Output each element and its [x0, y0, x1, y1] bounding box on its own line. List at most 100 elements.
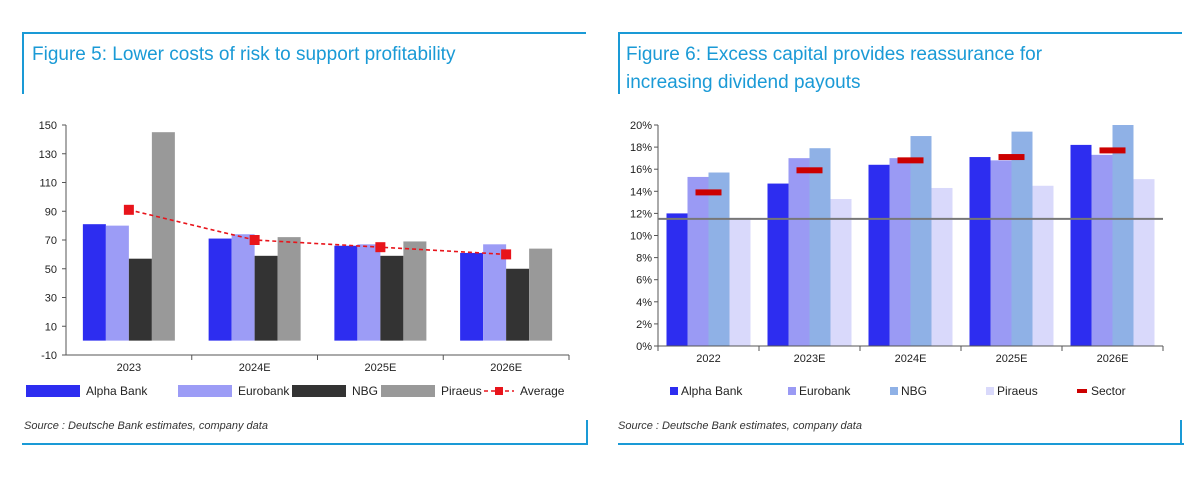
marker-average — [375, 242, 386, 253]
legend-swatch-piraeus — [381, 385, 435, 397]
figure-6-title-line-2: increasing dividend payouts — [626, 72, 861, 93]
figure-6-chart: 20% 18% 16% 14% 12% 10% 8% 6% 4% 2% 0% 2022 2023E 202… — [630, 120, 1164, 398]
figure-5-left-rule — [22, 32, 24, 94]
marker-average — [123, 204, 134, 215]
bar-nbg — [254, 255, 278, 341]
legend-marker-average — [495, 387, 503, 395]
bar-eurobank — [357, 244, 381, 341]
y-tick-label: 6% — [636, 275, 652, 287]
y-tick-label: 8% — [636, 253, 652, 265]
line-average — [128, 209, 507, 256]
y-tick-label: 50 — [45, 264, 57, 276]
figure-5-title: Figure 5: Lower costs of risk to support… — [32, 44, 456, 65]
legend-swatch-eurobank — [788, 387, 796, 395]
figure-6-top-rule — [618, 32, 1182, 34]
x-tick-label: 2025E — [364, 362, 396, 374]
bar-nbg — [910, 136, 932, 346]
figure-6-panel: Figure 6: Excess capital provides reassu… — [600, 0, 1200, 485]
legend-swatch-piraeus — [986, 387, 994, 395]
legend-label-sector: Sector — [1091, 384, 1126, 398]
bar-piraeus — [931, 187, 953, 346]
legend-swatch-alpha-bank — [670, 387, 678, 395]
y-tick-label: 20% — [630, 120, 652, 132]
bar-nbg — [128, 258, 152, 341]
y-tick-label: 4% — [636, 297, 652, 309]
y-tick-label: 10 — [45, 321, 57, 333]
x-tick-label: 2026E — [490, 362, 522, 374]
legend-swatch-alpha-bank — [26, 385, 80, 397]
figure-6-source: Source : Deutsche Bank estimates, compan… — [618, 420, 862, 432]
y-tick-label: 2% — [636, 319, 652, 331]
legend-label-piraeus: Piraeus — [441, 384, 482, 398]
figure-5-chart: 150 130 110 90 70 50 30 10 -10 2023 2024E 2025E 2026… — [26, 120, 570, 398]
y-tick-label: 90 — [45, 206, 57, 218]
bar-nbg — [1112, 125, 1134, 346]
bar-eurobank — [231, 234, 255, 341]
legend-swatch-nbg — [890, 387, 898, 395]
bar-alpha-bank — [82, 224, 106, 341]
legend-label-piraeus: Piraeus — [997, 384, 1038, 398]
marker-sector — [796, 167, 823, 174]
bar-alpha-bank — [767, 183, 789, 346]
bar-piraeus — [1032, 185, 1054, 346]
bar-eurobank — [687, 176, 709, 346]
x-tick-label: 2026E — [1097, 353, 1129, 365]
y-tick-label: 14% — [630, 186, 652, 198]
bar-eurobank — [990, 160, 1012, 346]
bar-eurobank — [889, 158, 911, 346]
legend-label-nbg: NBG — [352, 384, 378, 398]
bar-eurobank — [1091, 154, 1113, 346]
legend-label-eurobank: Eurobank — [799, 384, 851, 398]
legend-label-eurobank: Eurobank — [238, 384, 290, 398]
bar-alpha-bank — [868, 164, 890, 346]
y-tick-label: 0% — [636, 341, 652, 353]
y-tick-label: 30 — [45, 293, 57, 305]
bar-nbg — [809, 148, 831, 346]
legend-swatch-sector — [1077, 389, 1087, 393]
legend-swatch-nbg — [292, 385, 346, 397]
bar-nbg — [708, 172, 730, 346]
bar-nbg — [1011, 131, 1033, 346]
x-tick-label: 2023 — [117, 362, 141, 374]
bar-alpha-bank — [1070, 144, 1092, 346]
bar-alpha-bank — [666, 213, 688, 346]
marker-sector — [897, 157, 924, 164]
bar-alpha-bank — [460, 252, 484, 341]
figure-6-title-line-1: Figure 6: Excess capital provides reassu… — [626, 44, 1043, 65]
bar-piraeus — [1133, 179, 1155, 346]
y-tick-label: 16% — [630, 164, 652, 176]
bar-nbg — [506, 268, 530, 341]
bar-alpha-bank — [334, 245, 358, 341]
figure-5-right-rule — [586, 420, 588, 445]
y-tick-label: 130 — [39, 149, 57, 161]
figure-5-panel: Figure 5: Lower costs of risk to support… — [22, 32, 588, 445]
marker-sector — [998, 154, 1025, 161]
marker-average — [249, 235, 260, 245]
bar-eurobank — [788, 158, 810, 346]
x-tick-label: 2024E — [239, 362, 271, 374]
bar-alpha-bank — [208, 238, 232, 341]
bar-piraeus — [151, 132, 175, 341]
x-tick-label: 2023E — [794, 353, 826, 365]
x-tick-label: 2024E — [895, 353, 927, 365]
figure-5-bottom-rule — [22, 443, 588, 445]
bar-piraeus — [277, 237, 301, 341]
bar-alpha-bank — [969, 157, 991, 346]
y-tick-label: 10% — [630, 231, 652, 243]
y-tick-label: 70 — [45, 235, 57, 247]
legend-label-alpha-bank: Alpha Bank — [681, 384, 743, 398]
y-tick-label: 150 — [39, 120, 57, 132]
bar-piraeus — [729, 217, 751, 346]
y-tick-label: 18% — [630, 142, 652, 154]
bar-nbg — [380, 255, 404, 341]
y-tick-label: -10 — [41, 350, 57, 362]
figure-5-top-rule — [22, 32, 586, 34]
y-tick-label: 110 — [39, 178, 57, 190]
bar-piraeus — [529, 248, 553, 341]
marker-average — [501, 249, 512, 260]
legend-label-average: Average — [520, 384, 565, 398]
x-tick-label: 2022 — [696, 353, 720, 365]
bar-piraeus — [403, 241, 427, 341]
figure-6-right-rule — [1180, 420, 1182, 445]
bar-eurobank — [105, 225, 129, 341]
